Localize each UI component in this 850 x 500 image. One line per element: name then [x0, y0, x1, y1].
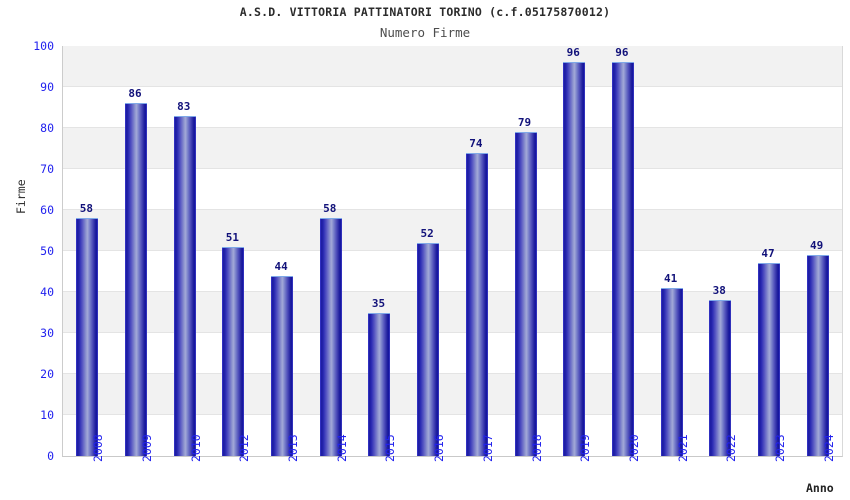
bar [271, 275, 294, 456]
bar-value-label: 35 [371, 296, 386, 310]
bar [125, 103, 148, 456]
x-tick-label: 2015 [383, 434, 398, 462]
bar [465, 152, 488, 456]
chart-subtitle: Numero Firme [379, 25, 471, 40]
bar [514, 132, 537, 456]
y-tick-label: 20 [40, 367, 54, 381]
bar-value-label: 96 [566, 46, 580, 60]
gridline [63, 86, 842, 87]
x-tick-label: 2009 [140, 434, 155, 462]
y-tick-label: 70 [40, 162, 54, 176]
x-tick-label: 2018 [529, 434, 544, 462]
x-tick-label: 2019 [578, 434, 593, 462]
gridline [63, 209, 842, 210]
x-tick-label: 2012 [237, 434, 252, 462]
x-tick-label: 2023 [772, 434, 787, 462]
bar-value-label: 58 [79, 202, 93, 216]
y-tick-label: 90 [40, 80, 54, 94]
gridline [63, 250, 842, 251]
y-tick-label: 100 [33, 39, 54, 53]
bar [368, 312, 391, 456]
x-tick-label: 2013 [286, 434, 301, 462]
y-tick-label: 50 [40, 244, 54, 258]
gridline [63, 127, 842, 128]
y-tick-label: 60 [40, 203, 54, 217]
bar-value-label: 79 [517, 116, 532, 130]
x-tick-label: 2021 [675, 434, 690, 462]
x-tick-label: 2020 [626, 434, 641, 462]
y-tick-label: 10 [40, 408, 54, 422]
bar-value-label: 86 [128, 87, 142, 101]
bar [611, 62, 634, 456]
bar-value-label: 83 [177, 99, 191, 113]
bar-value-label: 49 [810, 239, 824, 253]
y-tick-label: 80 [40, 121, 54, 135]
x-tick-label: 2008 [91, 434, 106, 462]
bar-value-label: 58 [323, 202, 337, 216]
x-tick-label: 2016 [432, 434, 447, 462]
bar-value-label: 38 [712, 284, 726, 298]
bar [660, 287, 683, 456]
x-axis-title: Anno [806, 481, 834, 495]
plot-area [62, 46, 843, 457]
bar [76, 218, 99, 456]
bar [222, 246, 245, 456]
bar-value-label: 47 [761, 247, 775, 261]
x-tick-label: 2017 [480, 434, 495, 462]
y-tick-label: 0 [47, 449, 54, 463]
gridline [63, 414, 842, 415]
x-tick-label: 2010 [188, 434, 203, 462]
bar [319, 218, 342, 456]
bar-value-label: 44 [274, 259, 288, 273]
bar-value-label: 74 [469, 136, 483, 150]
bar-value-label: 51 [225, 230, 240, 244]
gridline [63, 373, 842, 374]
chart-title: A.S.D. VITTORIA PATTINATORI TORINO (c.f.… [239, 5, 611, 19]
x-tick-label: 2024 [821, 434, 836, 462]
bar [417, 242, 440, 456]
bar [173, 115, 196, 456]
x-tick-label: 2022 [724, 434, 739, 462]
x-tick-label: 2014 [334, 434, 349, 462]
y-tick-label: 40 [40, 285, 54, 299]
background-band [63, 46, 842, 87]
bar-value-label: 41 [663, 271, 678, 285]
gridline [63, 168, 842, 169]
bar [563, 62, 586, 456]
bar [757, 263, 780, 456]
bar [709, 300, 732, 456]
bar-value-label: 96 [615, 46, 629, 60]
gridline [63, 332, 842, 333]
bar-value-label: 52 [420, 226, 434, 240]
bar [806, 255, 829, 456]
gridline [63, 291, 842, 292]
y-tick-label: 30 [40, 326, 54, 340]
